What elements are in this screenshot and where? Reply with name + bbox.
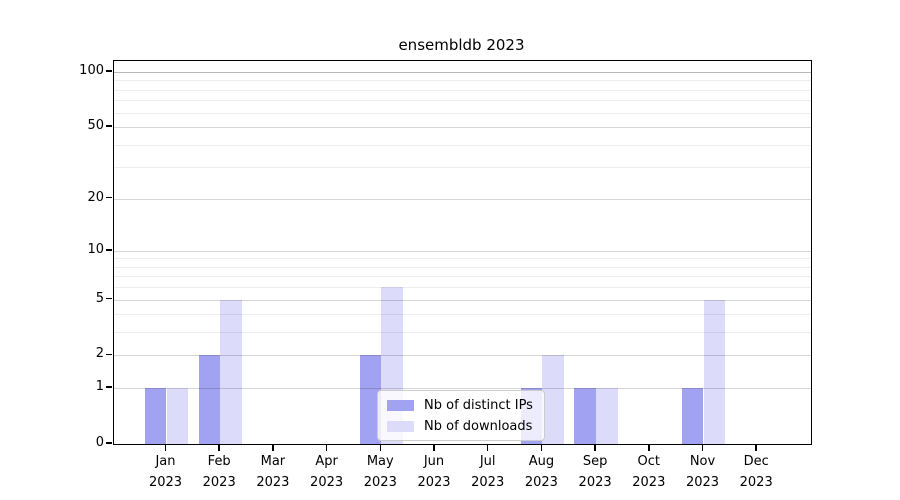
x-tick-label-month: Feb xyxy=(207,454,231,469)
bar-downloads-nov xyxy=(703,299,726,444)
bar-distinct-ips-jan xyxy=(144,388,167,444)
gridline-major xyxy=(114,198,811,200)
bar-downloads-jan xyxy=(166,388,189,444)
y-tick-label: 5 xyxy=(95,290,104,306)
legend-label-downloads: Nb of downloads xyxy=(424,419,533,434)
x-tick-label-year: 2023 xyxy=(578,475,612,490)
bar-downloads-sep xyxy=(596,388,618,444)
gridline-minor xyxy=(114,332,811,334)
x-tick-label-year: 2023 xyxy=(363,475,397,490)
legend: Nb of distinct IPs Nb of downloads xyxy=(377,390,545,441)
x-tick-mark xyxy=(325,445,328,451)
x-tick-label-month: Mar xyxy=(260,454,286,469)
x-tick-label-year: 2023 xyxy=(632,475,666,490)
x-tick-label-month: May xyxy=(366,454,394,469)
y-tick-mark xyxy=(106,297,112,300)
gridline-minor xyxy=(114,80,811,82)
gridline-minor xyxy=(114,258,811,260)
gridline-major xyxy=(114,355,811,357)
y-tick-mark xyxy=(106,196,112,199)
x-tick-label-year: 2023 xyxy=(417,475,451,490)
x-tick-label-month: Nov xyxy=(689,454,716,469)
gridline-minor xyxy=(114,100,811,102)
y-tick-label: 100 xyxy=(79,63,104,79)
legend-label-distinct-ips: Nb of distinct IPs xyxy=(424,398,533,413)
legend-swatch-distinct-ips xyxy=(387,400,414,411)
x-tick-label-month: Apr xyxy=(315,454,338,469)
gridline-minor xyxy=(114,89,811,91)
x-tick-label-month: Aug xyxy=(528,454,555,469)
x-tick-label-year: 2023 xyxy=(524,475,558,490)
gridline-minor xyxy=(114,287,811,289)
gridline-minor xyxy=(114,167,811,169)
legend-item-distinct-ips: Nb of distinct IPs xyxy=(387,398,535,413)
y-tick-mark xyxy=(106,386,112,388)
y-tick-mark xyxy=(106,442,112,444)
x-tick-mark xyxy=(272,445,274,451)
x-tick-mark xyxy=(755,445,757,451)
x-tick-label-month: Jun xyxy=(423,454,445,469)
gridline-minor xyxy=(114,266,811,268)
gridline-minor xyxy=(114,112,811,114)
y-tick-mark xyxy=(106,70,112,72)
gridline-major xyxy=(114,127,811,129)
x-tick-label-year: 2023 xyxy=(471,475,505,490)
x-tick-mark xyxy=(594,445,596,451)
gridline-major xyxy=(114,72,811,74)
x-tick-label-year: 2023 xyxy=(739,475,773,490)
y-tick-mark xyxy=(106,248,112,251)
y-tick-mark xyxy=(106,353,112,356)
x-tick-mark xyxy=(486,445,489,451)
y-tick-label: 1 xyxy=(95,379,104,395)
x-tick-mark xyxy=(540,445,543,451)
y-tick-mark xyxy=(106,125,112,127)
bar-distinct-ips-sep xyxy=(574,388,597,444)
x-tick-label-year: 2023 xyxy=(685,475,720,490)
y-tick-label: 50 xyxy=(87,118,104,134)
x-tick-label-month: Oct xyxy=(637,454,661,469)
gridline-minor xyxy=(114,314,811,316)
x-tick-mark xyxy=(701,445,704,451)
y-tick-label: 10 xyxy=(87,241,104,257)
x-tick-label-year: 2023 xyxy=(202,475,236,490)
x-tick-label-month: Dec xyxy=(743,454,769,469)
x-tick-label-month: Jan xyxy=(155,454,176,469)
x-tick-mark xyxy=(379,445,382,451)
bar-distinct-ips-feb xyxy=(198,355,221,444)
bar-downloads-feb xyxy=(220,299,242,444)
x-tick-mark xyxy=(648,445,650,451)
x-tick-mark xyxy=(218,445,220,451)
x-tick-label-month: Sep xyxy=(582,454,608,469)
grid-layer xyxy=(114,61,811,444)
legend-swatch-downloads xyxy=(387,421,414,432)
gridline-major xyxy=(114,388,811,390)
gridline-major xyxy=(114,299,811,301)
y-tick-label: 0 xyxy=(95,435,104,450)
bar-downloads-aug xyxy=(542,355,565,444)
x-tick-mark xyxy=(164,445,167,451)
chart-title: ensembldb 2023 xyxy=(398,36,525,54)
x-tick-label-year: 2023 xyxy=(310,475,344,490)
bar-distinct-ips-may xyxy=(359,355,382,444)
x-tick-mark xyxy=(433,445,435,451)
legend-item-downloads: Nb of downloads xyxy=(387,419,535,434)
plot-area xyxy=(113,60,812,445)
y-tick-label: 2 xyxy=(95,346,104,362)
gridline-major xyxy=(114,250,811,252)
x-tick-label-year: 2023 xyxy=(148,475,183,490)
x-tick-label-month: Jul xyxy=(479,454,496,469)
x-tick-label-year: 2023 xyxy=(256,475,290,490)
bar-distinct-ips-nov xyxy=(681,388,704,444)
gridline-minor xyxy=(114,144,811,146)
gridline-minor xyxy=(114,276,811,278)
y-tick-label: 20 xyxy=(87,189,104,205)
